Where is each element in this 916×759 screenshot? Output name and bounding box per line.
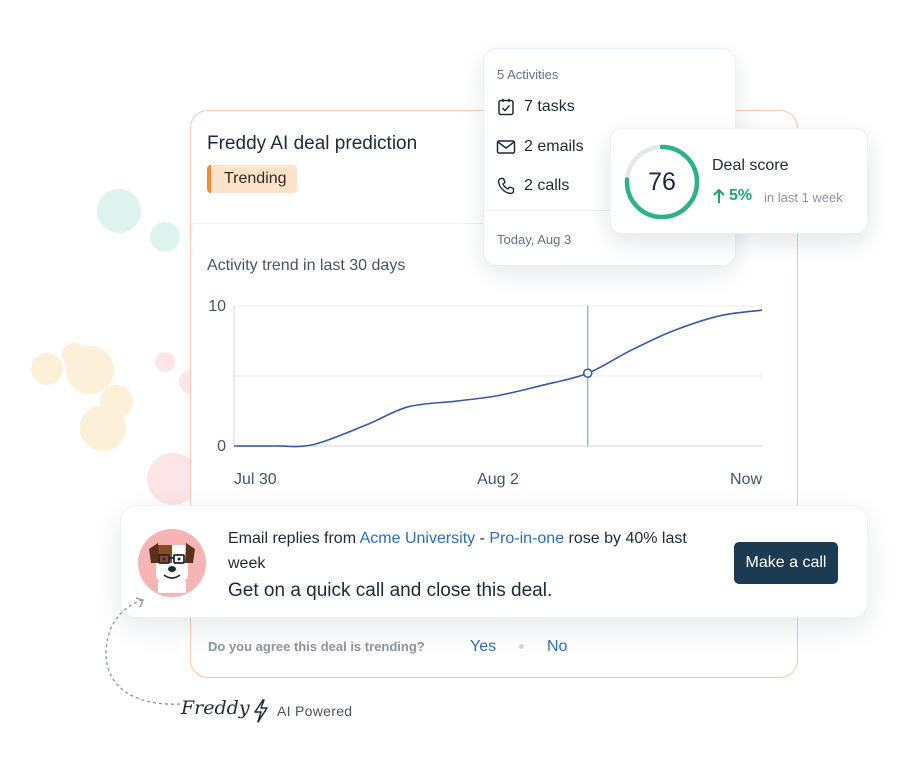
account-link[interactable]: Acme University xyxy=(359,530,476,547)
insight-suffix: rose by 40% last week xyxy=(228,530,687,572)
feedback-separator-dot xyxy=(519,644,524,649)
deal-score-arc xyxy=(624,144,700,220)
ai-powered-label: AI Powered xyxy=(277,703,353,719)
insight-prefix: Email replies from xyxy=(228,530,360,547)
decor-bubble xyxy=(150,222,180,252)
activities-date: Today, Aug 3 xyxy=(497,232,572,247)
freddy-insight-card: Email replies from Acme University - Pro… xyxy=(120,505,868,618)
trending-badge: Trending xyxy=(207,165,297,193)
activity-calls-row[interactable]: 2 calls xyxy=(496,176,569,196)
dashed-pointer-arrow xyxy=(105,597,181,705)
activities-count: 5 Activities xyxy=(497,67,559,82)
dog-mascot-icon xyxy=(149,543,195,593)
activity-tasks-row[interactable]: 7 tasks xyxy=(496,97,575,117)
deal-score-value: 76 xyxy=(648,168,676,196)
activity-calls-label: 2 calls xyxy=(524,177,570,194)
product-link[interactable]: Pro-in-one xyxy=(489,530,565,547)
feedback-no-button[interactable]: No xyxy=(547,638,568,655)
decor-bubble xyxy=(97,189,141,233)
insight-cta-text: Get on a quick call and close this deal. xyxy=(228,580,553,601)
activity-tasks-label: 7 tasks xyxy=(524,98,575,115)
task-checklist-icon xyxy=(498,98,514,116)
trend-line xyxy=(233,309,763,448)
activity-emails-label: 2 emails xyxy=(524,138,584,155)
freddy-avatar xyxy=(138,529,206,597)
phone-icon xyxy=(497,177,515,195)
x-tick-label: Jul 30 xyxy=(234,471,277,488)
arrow-up-icon xyxy=(713,188,725,203)
deal-score-ring xyxy=(624,144,700,220)
deal-score-label: Deal score xyxy=(712,157,789,174)
insight-separator: - xyxy=(475,530,490,547)
chart-ticks: 0 10 Jul 30 Aug 2 Now xyxy=(208,298,762,488)
chart-title: Activity trend in last 30 days xyxy=(207,257,406,274)
decor-bubble xyxy=(80,405,126,451)
decor-bubble xyxy=(155,352,175,372)
freddy-logo: Freddy xyxy=(181,697,250,719)
card-title: Freddy AI deal prediction xyxy=(207,133,418,154)
chart-series xyxy=(233,306,763,448)
activity-trend-chart: 0 10 Jul 30 Aug 2 Now xyxy=(208,298,763,488)
highlight-point xyxy=(582,368,593,378)
x-tick-label: Aug 2 xyxy=(477,471,519,488)
activity-emails-row[interactable]: 2 emails xyxy=(496,137,584,157)
insight-message: Email replies from Acme University - Pro… xyxy=(228,526,698,576)
deal-score-period: in last 1 week xyxy=(764,190,843,205)
envelope-icon xyxy=(496,140,516,154)
y-tick-label: 10 xyxy=(208,298,226,315)
deal-score-change: 5% xyxy=(712,187,752,205)
lightning-bolt-icon xyxy=(254,699,268,723)
feedback-question: Do you agree this deal is trending? xyxy=(208,639,425,654)
decor-bubble xyxy=(66,346,114,394)
activities-divider xyxy=(484,210,735,211)
y-tick-label: 0 xyxy=(217,438,226,455)
x-tick-label: Now xyxy=(730,471,762,488)
deal-score-popup: 76 Deal score 5% in last 1 week xyxy=(610,128,868,234)
decor-bubble xyxy=(31,353,63,385)
deal-score-change-value: 5% xyxy=(729,187,753,204)
make-call-button[interactable]: Make a call xyxy=(734,542,838,584)
chart-grid xyxy=(233,305,762,447)
feedback-yes-button[interactable]: Yes xyxy=(470,638,497,655)
